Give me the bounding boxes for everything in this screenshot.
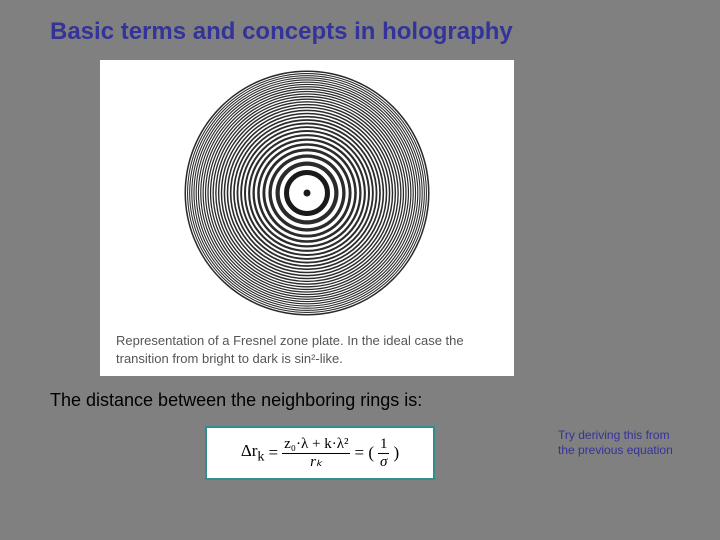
eqn-sub-k: k: [257, 448, 264, 464]
eqn-frac1-den: rₖ: [308, 454, 324, 470]
figure-container: Representation of a Fresnel zone plate. …: [100, 60, 514, 376]
eqn-equals: =: [269, 443, 279, 463]
figure-caption: Representation of a Fresnel zone plate. …: [116, 332, 498, 367]
slide: Basic terms and concepts in holography R…: [0, 0, 720, 540]
eqn-fraction-1: z₀·λ + k·λ² rₖ: [282, 437, 350, 470]
eqn-close: ): [393, 443, 399, 463]
eqn-fraction-2: 1 σ: [378, 437, 390, 470]
body-text: The distance between the neighboring rin…: [50, 390, 422, 411]
equation: Δrk = z₀·λ + k·λ² rₖ = ( 1 σ ): [241, 437, 399, 470]
fresnel-zone-plate-diagram: [182, 68, 432, 318]
eqn-lhs: Δrk: [241, 441, 265, 465]
eqn-frac2-den: σ: [378, 454, 389, 470]
side-note: Try deriving this from the previous equa…: [558, 428, 678, 458]
slide-title: Basic terms and concepts in holography: [50, 18, 513, 46]
eqn-frac2-num: 1: [378, 437, 390, 454]
eqn-delta-r: Δr: [241, 441, 258, 460]
equation-box: Δrk = z₀·λ + k·λ² rₖ = ( 1 σ ): [205, 426, 435, 480]
eqn-frac1-num: z₀·λ + k·λ²: [282, 437, 350, 454]
eqn-mid: = (: [354, 443, 374, 463]
